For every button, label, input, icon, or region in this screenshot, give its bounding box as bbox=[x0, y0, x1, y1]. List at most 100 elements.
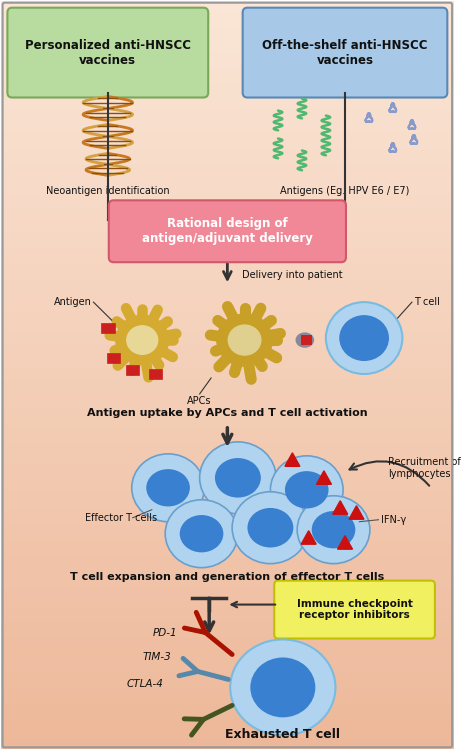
Bar bbox=[0, 488, 454, 491]
FancyArrowPatch shape bbox=[349, 461, 429, 486]
Bar bbox=[0, 548, 454, 551]
Bar bbox=[0, 640, 454, 644]
Text: Personalized anti-HNSCC
vaccines: Personalized anti-HNSCC vaccines bbox=[25, 38, 191, 67]
Bar bbox=[0, 375, 454, 379]
Bar bbox=[0, 599, 454, 603]
Bar bbox=[0, 334, 454, 338]
Bar bbox=[0, 716, 454, 719]
Bar bbox=[0, 98, 454, 102]
Text: T cell expansion and generation of effector T cells: T cell expansion and generation of effec… bbox=[70, 572, 384, 582]
Bar bbox=[0, 551, 454, 555]
Bar bbox=[0, 610, 454, 614]
Ellipse shape bbox=[250, 658, 315, 717]
Bar bbox=[0, 53, 454, 57]
Bar bbox=[0, 670, 454, 674]
Bar bbox=[0, 633, 454, 637]
Bar bbox=[0, 248, 454, 251]
Bar bbox=[0, 525, 454, 529]
Bar bbox=[0, 296, 454, 300]
Polygon shape bbox=[349, 506, 364, 519]
Bar bbox=[0, 663, 454, 667]
Text: Rational design of
antigen/adjuvant delivery: Rational design of antigen/adjuvant deli… bbox=[142, 217, 313, 245]
Bar bbox=[0, 117, 454, 121]
Bar bbox=[0, 244, 454, 248]
Bar bbox=[0, 427, 454, 431]
Polygon shape bbox=[337, 536, 353, 549]
Bar bbox=[0, 503, 454, 506]
Bar bbox=[101, 323, 115, 333]
Ellipse shape bbox=[215, 458, 261, 497]
Bar bbox=[0, 121, 454, 124]
Bar bbox=[0, 266, 454, 270]
Ellipse shape bbox=[296, 333, 313, 347]
Bar bbox=[0, 544, 454, 548]
Bar bbox=[0, 274, 454, 278]
Bar bbox=[0, 442, 454, 446]
Text: Exhausted T cell: Exhausted T cell bbox=[225, 728, 340, 741]
Bar bbox=[149, 369, 162, 379]
Text: Off-the-shelf anti-HNSCC
vaccines: Off-the-shelf anti-HNSCC vaccines bbox=[262, 38, 428, 67]
Bar bbox=[0, 12, 454, 16]
Bar bbox=[0, 221, 454, 225]
Bar bbox=[0, 458, 454, 461]
Ellipse shape bbox=[232, 492, 309, 564]
Bar bbox=[0, 596, 454, 599]
Text: Recruitment of
lymphocytes: Recruitment of lymphocytes bbox=[388, 457, 461, 478]
Bar bbox=[0, 202, 454, 206]
Bar bbox=[0, 262, 454, 266]
Bar bbox=[0, 450, 454, 454]
Bar bbox=[0, 659, 454, 663]
Bar bbox=[0, 719, 454, 723]
Text: PD-1: PD-1 bbox=[153, 628, 178, 638]
Bar bbox=[0, 345, 454, 349]
Bar bbox=[0, 390, 454, 394]
Bar bbox=[0, 540, 454, 544]
Bar bbox=[0, 652, 454, 656]
Bar bbox=[0, 304, 454, 307]
Bar bbox=[0, 113, 454, 117]
Text: Antigens (Eg. HPV E6 / E7): Antigens (Eg. HPV E6 / E7) bbox=[280, 186, 410, 196]
Bar bbox=[0, 46, 454, 50]
Bar bbox=[0, 270, 454, 274]
FancyBboxPatch shape bbox=[274, 580, 435, 638]
Bar bbox=[0, 521, 454, 525]
Bar bbox=[0, 603, 454, 607]
Bar bbox=[0, 229, 454, 232]
Bar bbox=[0, 31, 454, 34]
Bar bbox=[0, 195, 454, 199]
Ellipse shape bbox=[217, 314, 273, 366]
Bar bbox=[0, 723, 454, 727]
Bar bbox=[0, 559, 454, 562]
Bar bbox=[0, 484, 454, 488]
Bar bbox=[0, 61, 454, 64]
Bar bbox=[0, 341, 454, 345]
Bar bbox=[0, 629, 454, 633]
Bar bbox=[0, 570, 454, 574]
Bar bbox=[0, 584, 454, 588]
Bar bbox=[0, 76, 454, 80]
FancyBboxPatch shape bbox=[8, 8, 208, 98]
Bar bbox=[0, 678, 454, 682]
Bar bbox=[0, 424, 454, 427]
Bar bbox=[0, 315, 454, 319]
Bar bbox=[0, 83, 454, 87]
Bar bbox=[0, 435, 454, 439]
Ellipse shape bbox=[146, 470, 190, 506]
Bar bbox=[0, 136, 454, 140]
Bar bbox=[0, 214, 454, 217]
Bar bbox=[0, 124, 454, 128]
Polygon shape bbox=[333, 501, 348, 515]
Ellipse shape bbox=[326, 302, 402, 374]
Text: Antigen uptake by APCs and T cell activation: Antigen uptake by APCs and T cell activa… bbox=[87, 408, 368, 418]
Bar bbox=[0, 742, 454, 746]
Bar bbox=[0, 180, 454, 184]
Bar bbox=[301, 335, 312, 345]
Bar bbox=[0, 472, 454, 476]
Text: Antigen: Antigen bbox=[54, 297, 91, 307]
Bar bbox=[0, 1, 454, 4]
Bar bbox=[0, 618, 454, 622]
Text: Immune checkpoint
receptor inhibitors: Immune checkpoint receptor inhibitors bbox=[297, 598, 412, 620]
Bar bbox=[0, 278, 454, 281]
Ellipse shape bbox=[247, 508, 293, 548]
Polygon shape bbox=[285, 453, 300, 466]
